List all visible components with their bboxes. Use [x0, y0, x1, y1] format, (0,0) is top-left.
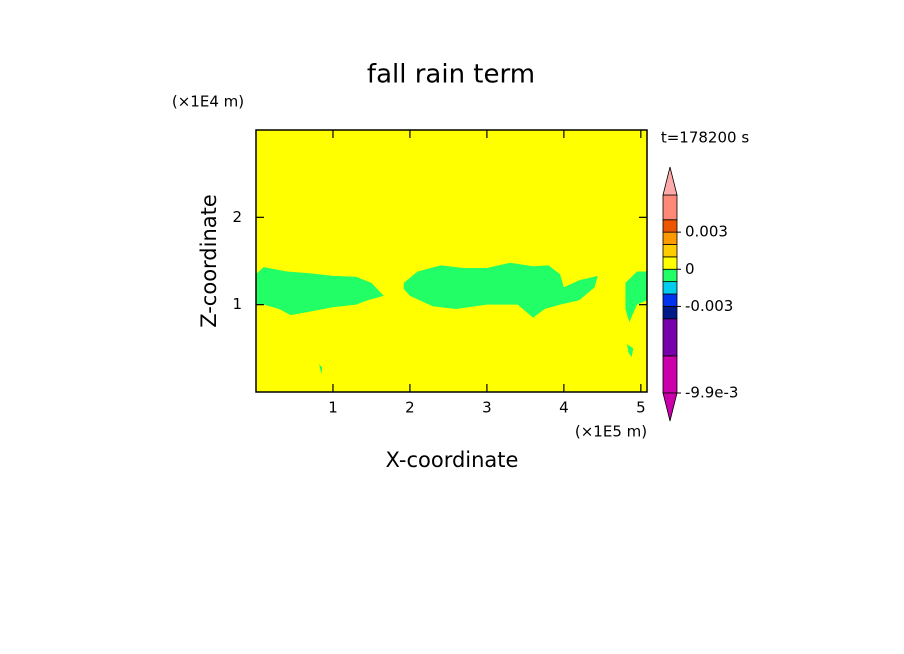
colorbar-segment [662, 305, 678, 320]
x-tick-label: 4 [559, 399, 569, 417]
colorbar-tick-label: -0.003 [685, 297, 733, 315]
contour-region [403, 262, 598, 318]
colorbar-tick-label: 0 [685, 260, 695, 278]
colorbar-segment [662, 231, 678, 245]
y-axis-label: Z-coordinate [197, 194, 221, 328]
colorbar-segment [662, 281, 678, 295]
y-unit: (×1E4 m) [172, 93, 244, 111]
colorbar-segment [662, 256, 678, 270]
contour-region [626, 343, 634, 358]
y-tick-label: 2 [232, 208, 242, 226]
contour-region [256, 267, 384, 316]
plot-frame [255, 129, 648, 393]
x-axis-label: X-coordinate [386, 448, 519, 472]
colorbar-tick-label: -9.9e-3 [685, 384, 738, 402]
x-tick-label: 5 [636, 399, 646, 417]
y-tick-label: 1 [232, 295, 242, 313]
colorbar-extend-over [662, 166, 678, 196]
contour-region [625, 271, 647, 323]
colorbar-segment [662, 219, 678, 233]
x-tick-label: 2 [405, 399, 415, 417]
x-tick-label: 3 [482, 399, 492, 417]
colorbar-segment [662, 355, 678, 394]
colorbar-tick-label: 0.003 [685, 223, 728, 241]
colorbar-segment [662, 293, 678, 307]
chart-title: fall rain term [367, 60, 535, 90]
annotation: t=178200 s [661, 129, 749, 147]
colorbar-segment [662, 268, 678, 283]
contour-region [319, 364, 323, 375]
colorbar-segment [662, 244, 678, 258]
x-unit: (×1E5 m) [575, 423, 647, 441]
colorbar-extend-under [662, 392, 678, 422]
x-tick-label: 1 [328, 399, 338, 417]
plot-field [256, 130, 647, 392]
colorbar-segment [662, 318, 678, 357]
colorbar-segment [662, 194, 678, 221]
